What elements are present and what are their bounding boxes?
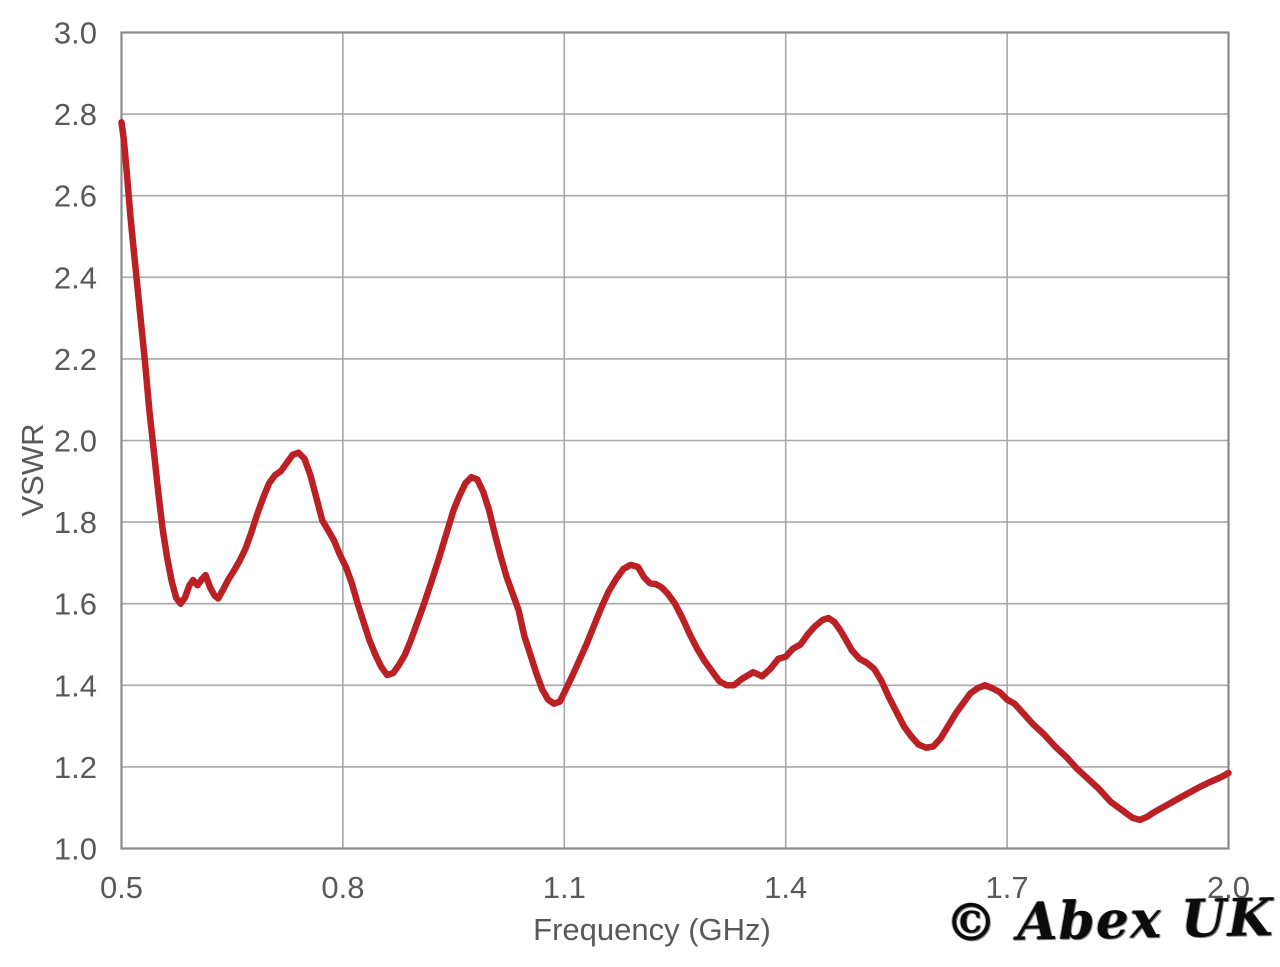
y-tick-label: 2.0: [54, 424, 97, 459]
y-tick-label: 2.2: [54, 342, 97, 377]
y-tick-label: 2.8: [54, 97, 97, 132]
y-tick-label: 2.6: [54, 179, 97, 214]
y-tick-label: 1.2: [54, 750, 97, 785]
y-tick-label: 1.6: [54, 587, 97, 622]
y-axis-title: VSWR: [15, 423, 50, 517]
x-tick-label: 0.5: [100, 870, 143, 905]
y-tick-label: 1.4: [54, 668, 97, 703]
y-tick-label: 2.4: [54, 260, 97, 295]
x-axis-title: Frequency (GHz): [533, 912, 771, 947]
x-tick-label: 1.4: [764, 870, 807, 905]
watermark-text: © Abex UK: [944, 887, 1275, 954]
x-tick-label: 1.1: [543, 870, 586, 905]
x-tick-label: 2.0: [1207, 870, 1250, 905]
y-tick-label: 1.8: [54, 505, 97, 540]
y-tick-label: 3.0: [54, 16, 97, 51]
plot-border: [120, 31, 1230, 850]
y-tick-label: 1.0: [54, 832, 97, 867]
x-tick-label: 1.7: [986, 870, 1029, 905]
vswr-curve: [118, 119, 1232, 824]
x-tick-label: 0.8: [321, 870, 364, 905]
